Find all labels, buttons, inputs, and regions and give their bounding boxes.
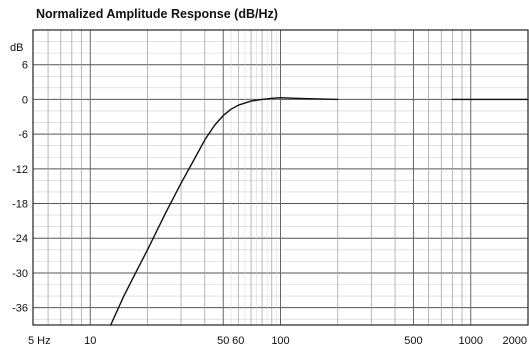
x-tick-label: 60: [232, 335, 244, 347]
x-tick-label: 500: [404, 335, 422, 347]
y-axis-label: dB: [10, 42, 23, 54]
y-tick-label: -6: [18, 129, 28, 141]
y-tick-label: 0: [22, 94, 28, 106]
y-tick-label: -36: [12, 303, 28, 315]
grid: [32, 29, 529, 325]
plot-frame: [32, 29, 529, 326]
y-tick-label: -18: [12, 199, 28, 211]
y-tick-label: 6: [22, 60, 28, 72]
chart-title: Normalized Amplitude Response (dB/Hz): [36, 7, 278, 21]
x-tick-label: 10: [84, 335, 96, 347]
y-tick-label: -12: [12, 164, 28, 176]
response-curve-1: [110, 97, 339, 326]
y-tick-label: -24: [12, 233, 28, 245]
x-tick-label: 5 Hz: [28, 335, 51, 347]
y-tick-label: -30: [12, 268, 28, 280]
tick-labels: 60-6-12-18-24-30-365 Hz 10 50 60 100 500 1000 2…: [12, 60, 527, 347]
x-tick-label: 50: [217, 335, 229, 347]
x-tick-label: 100: [271, 335, 289, 347]
series: [110, 97, 529, 326]
x-tick-label: 2000: [503, 335, 527, 347]
x-tick-label: 1000: [458, 335, 482, 347]
